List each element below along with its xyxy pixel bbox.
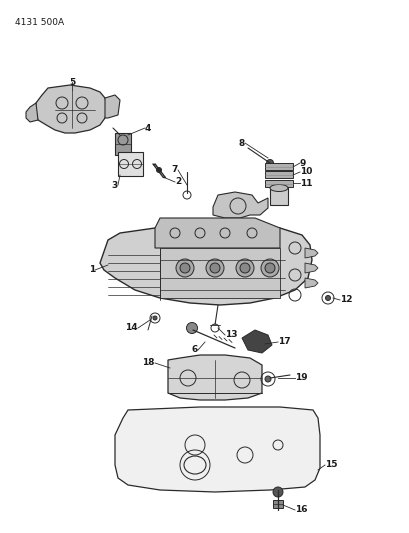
FancyBboxPatch shape bbox=[264, 180, 292, 187]
Polygon shape bbox=[105, 95, 120, 118]
Polygon shape bbox=[155, 218, 279, 248]
Polygon shape bbox=[304, 248, 317, 258]
Polygon shape bbox=[304, 263, 317, 273]
Polygon shape bbox=[118, 152, 143, 176]
Text: 4: 4 bbox=[145, 124, 151, 133]
Text: 13: 13 bbox=[225, 330, 237, 340]
Text: 7: 7 bbox=[171, 166, 178, 174]
Polygon shape bbox=[213, 192, 267, 218]
Text: 19: 19 bbox=[294, 374, 307, 383]
Polygon shape bbox=[241, 330, 271, 353]
Circle shape bbox=[239, 263, 249, 273]
Text: 16: 16 bbox=[294, 505, 307, 514]
Circle shape bbox=[264, 376, 270, 382]
Text: 1: 1 bbox=[88, 265, 95, 274]
Circle shape bbox=[236, 259, 254, 277]
Polygon shape bbox=[35, 85, 108, 133]
Circle shape bbox=[180, 263, 189, 273]
Text: 9: 9 bbox=[299, 158, 306, 167]
Text: 10: 10 bbox=[299, 167, 312, 176]
Polygon shape bbox=[168, 355, 261, 400]
Circle shape bbox=[175, 259, 193, 277]
Text: 4131 500A: 4131 500A bbox=[15, 18, 64, 27]
Circle shape bbox=[261, 259, 278, 277]
Circle shape bbox=[156, 167, 161, 173]
Polygon shape bbox=[100, 223, 311, 305]
Polygon shape bbox=[26, 103, 38, 122]
Circle shape bbox=[209, 263, 220, 273]
Text: 15: 15 bbox=[324, 461, 337, 470]
Circle shape bbox=[186, 322, 197, 334]
Polygon shape bbox=[270, 188, 287, 205]
Circle shape bbox=[153, 316, 157, 320]
Text: 6: 6 bbox=[191, 345, 198, 354]
FancyBboxPatch shape bbox=[272, 500, 282, 508]
Circle shape bbox=[272, 487, 282, 497]
Circle shape bbox=[325, 295, 330, 301]
Text: 17: 17 bbox=[277, 337, 290, 346]
FancyBboxPatch shape bbox=[264, 171, 292, 178]
Circle shape bbox=[205, 259, 223, 277]
Text: 12: 12 bbox=[339, 295, 352, 304]
FancyBboxPatch shape bbox=[115, 133, 131, 155]
FancyBboxPatch shape bbox=[264, 163, 292, 170]
Polygon shape bbox=[160, 248, 279, 298]
Text: 3: 3 bbox=[112, 181, 118, 190]
Text: 5: 5 bbox=[69, 77, 75, 86]
Text: 2: 2 bbox=[175, 177, 181, 187]
Text: 18: 18 bbox=[142, 359, 155, 367]
Text: 14: 14 bbox=[125, 324, 138, 333]
Circle shape bbox=[266, 159, 273, 166]
Polygon shape bbox=[304, 278, 317, 288]
Ellipse shape bbox=[270, 184, 287, 191]
Text: 11: 11 bbox=[299, 179, 312, 188]
Polygon shape bbox=[115, 407, 319, 492]
Text: 8: 8 bbox=[238, 139, 245, 148]
Circle shape bbox=[264, 263, 274, 273]
